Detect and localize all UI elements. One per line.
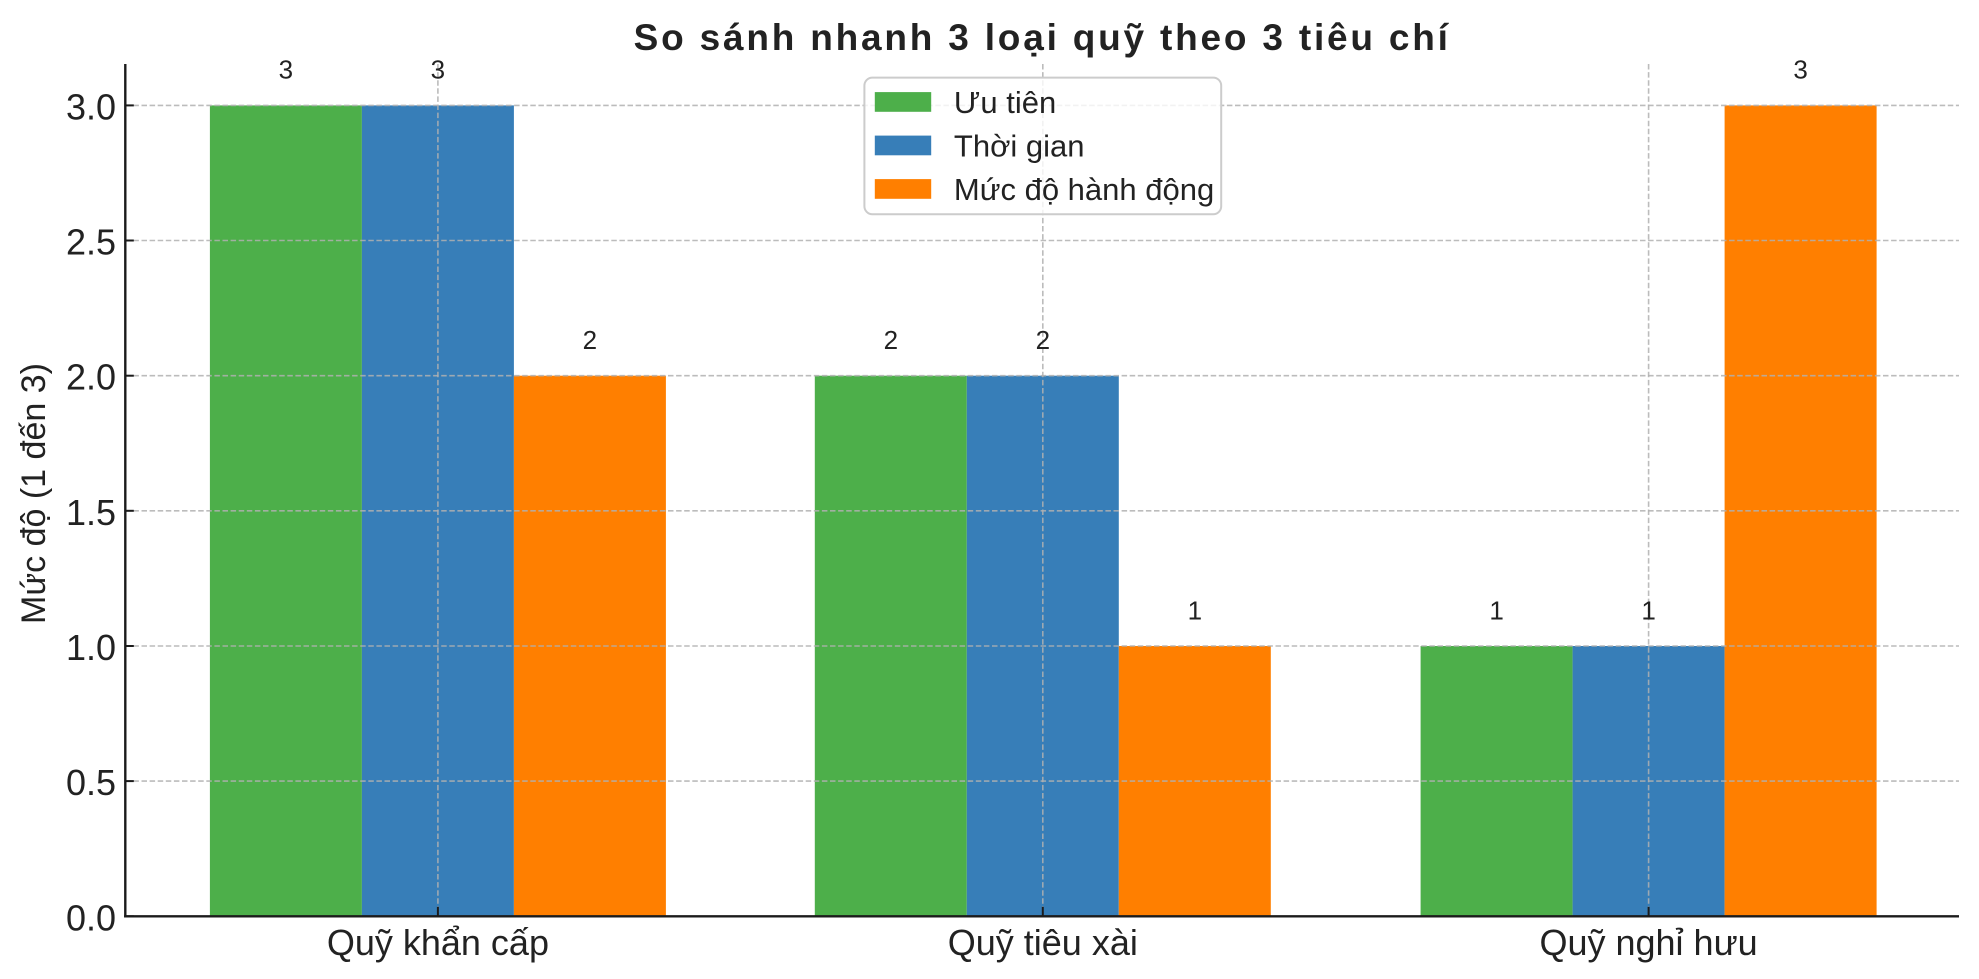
svg-text:2: 2 [884, 325, 898, 355]
svg-text:Thời gian: Thời gian [954, 128, 1085, 163]
svg-text:So sánh nhanh 3 loại quỹ theo: So sánh nhanh 3 loại quỹ theo 3 tiêu chí [634, 17, 1451, 58]
svg-text:1.0: 1.0 [66, 627, 116, 668]
svg-text:1: 1 [1641, 595, 1655, 625]
svg-text:Mức độ hành động: Mức độ hành động [954, 172, 1214, 207]
svg-text:Quỹ nghỉ hưu: Quỹ nghỉ hưu [1539, 922, 1757, 963]
svg-text:3.0: 3.0 [66, 86, 116, 127]
svg-text:Mức độ (1 đến 3): Mức độ (1 đến 3) [15, 363, 53, 624]
svg-text:Quỹ khẩn cấp: Quỹ khẩn cấp [327, 922, 549, 963]
svg-text:2: 2 [1036, 325, 1050, 355]
svg-text:3: 3 [279, 55, 293, 85]
svg-text:3: 3 [1793, 55, 1807, 85]
svg-text:0.0: 0.0 [66, 897, 116, 938]
svg-text:Quỹ tiêu xài: Quỹ tiêu xài [948, 922, 1138, 963]
svg-text:1: 1 [1489, 595, 1503, 625]
svg-text:Ưu tiên: Ưu tiên [954, 85, 1056, 120]
svg-text:1.5: 1.5 [66, 492, 116, 533]
svg-text:0.5: 0.5 [66, 762, 116, 803]
svg-text:1: 1 [1188, 595, 1202, 625]
svg-text:2.5: 2.5 [66, 222, 116, 263]
svg-text:2: 2 [583, 325, 597, 355]
svg-text:3: 3 [431, 55, 445, 85]
svg-text:2.0: 2.0 [66, 357, 116, 398]
